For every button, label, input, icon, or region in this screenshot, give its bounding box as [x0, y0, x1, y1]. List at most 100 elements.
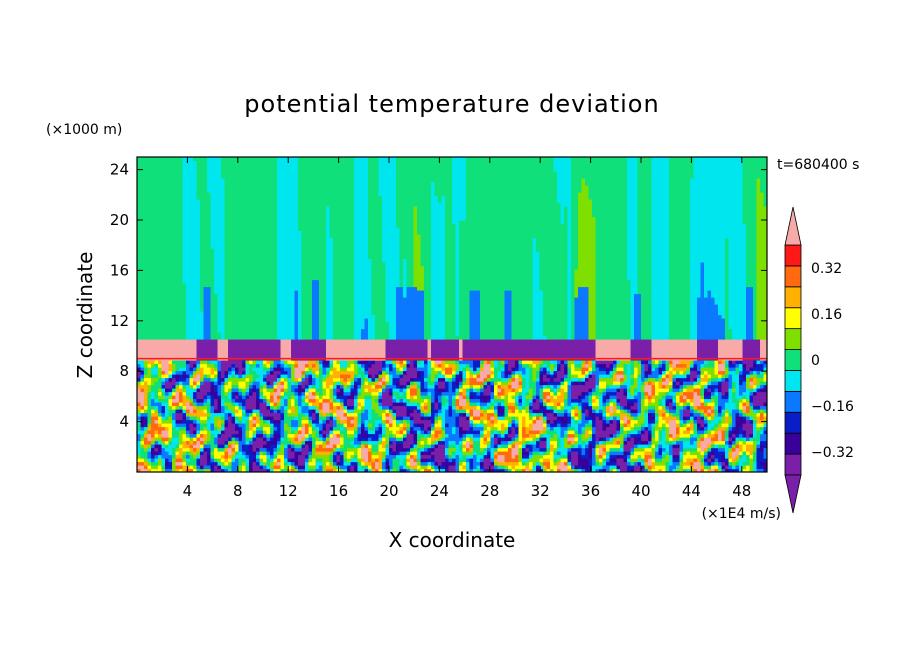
field-cell [413, 409, 418, 414]
field-cell [385, 447, 390, 452]
field-cell [529, 402, 534, 407]
field-cell [200, 447, 205, 452]
field-cell [697, 311, 719, 316]
field-cell [287, 409, 292, 414]
field-cell [609, 409, 614, 414]
field-cell [224, 311, 278, 316]
field-cell [392, 423, 397, 428]
field-cell [312, 437, 317, 442]
field-cell [648, 412, 653, 417]
field-cell [683, 468, 688, 472]
field-cell [361, 328, 369, 333]
field-cell [333, 419, 338, 424]
field-cell [389, 388, 394, 393]
field-cell [564, 370, 569, 375]
field-cell [539, 437, 544, 442]
field-cell [651, 314, 670, 319]
field-cell [396, 398, 401, 403]
field-cell [581, 370, 586, 375]
field-cell [466, 377, 471, 382]
field-cell [711, 465, 719, 470]
field-cell [417, 409, 422, 414]
field-cell [707, 377, 712, 382]
field-cell [630, 388, 635, 393]
field-cell [147, 388, 152, 393]
field-cell [742, 437, 747, 442]
field-cell [707, 409, 712, 414]
field-cell [627, 468, 632, 472]
field-cell [539, 451, 544, 456]
field-cell [277, 314, 296, 319]
field-cell [616, 363, 625, 368]
field-cell [669, 461, 674, 466]
field-cell [735, 402, 740, 407]
field-cell [445, 454, 450, 459]
field-cell [368, 377, 373, 382]
field-cell [683, 405, 688, 410]
field-cell [532, 395, 537, 400]
field-cell [350, 440, 355, 445]
field-cell [718, 437, 723, 442]
field-cell [158, 374, 163, 379]
field-cell [518, 426, 523, 431]
field-cell [714, 363, 719, 368]
field-cell [522, 454, 530, 459]
field-cell [522, 433, 530, 438]
field-cell [371, 416, 383, 421]
field-cell [368, 444, 373, 449]
field-cell [658, 451, 663, 456]
field-cell [280, 402, 285, 407]
field-cell [203, 447, 208, 452]
field-cell [203, 304, 212, 309]
field-cell [641, 374, 646, 379]
field-cell [595, 388, 600, 393]
field-cell [494, 391, 499, 396]
field-cell [371, 398, 376, 403]
field-cell [490, 381, 495, 386]
field-cell [224, 451, 229, 456]
field-cell [294, 468, 299, 472]
field-cell [431, 395, 436, 400]
field-cell [231, 454, 236, 459]
field-cell [609, 367, 614, 372]
field-cell [245, 423, 250, 428]
field-cell [368, 374, 373, 379]
field-cell [718, 311, 726, 316]
field-cell [266, 398, 271, 403]
field-cell [196, 346, 219, 351]
field-cell [462, 367, 467, 372]
field-cell [294, 409, 299, 414]
field-cell [168, 388, 173, 393]
field-cell [333, 318, 355, 323]
field-cell [571, 388, 590, 393]
field-cell [305, 433, 310, 438]
field-cell [679, 388, 684, 393]
field-cell [697, 433, 702, 438]
field-cell [196, 430, 201, 435]
field-cell [364, 426, 369, 431]
field-cell [280, 440, 292, 445]
field-cell [525, 367, 530, 372]
field-cell [210, 311, 219, 316]
field-cell [354, 384, 359, 389]
field-cell [532, 374, 537, 379]
field-cell [315, 416, 320, 421]
field-cell [508, 381, 513, 386]
field-cell [333, 468, 338, 472]
field-cell [459, 325, 471, 330]
field-cell [522, 447, 527, 452]
field-cell [574, 363, 583, 368]
field-cell [277, 325, 296, 330]
field-cell [718, 430, 723, 435]
field-cell [175, 458, 184, 463]
field-cell [718, 426, 726, 431]
field-cell [385, 374, 390, 379]
field-cell [490, 363, 495, 368]
field-cell [193, 363, 198, 368]
field-cell [504, 311, 513, 316]
field-cell [238, 461, 243, 466]
field-cell [396, 451, 401, 456]
field-cell [480, 437, 485, 442]
field-cell [620, 416, 625, 421]
field-cell [595, 384, 600, 389]
